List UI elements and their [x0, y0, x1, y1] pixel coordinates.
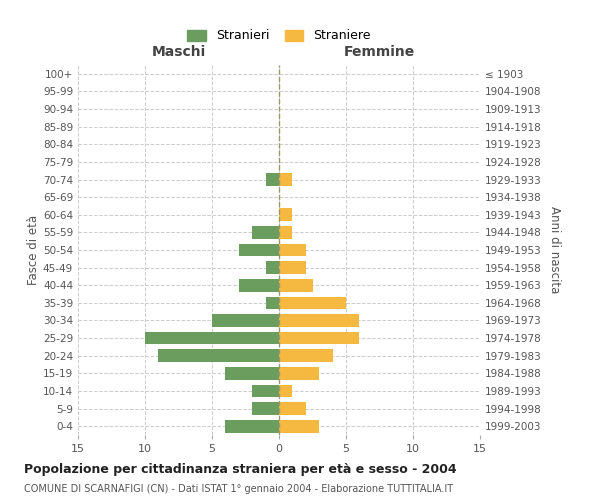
- Bar: [252, 402, 279, 415]
- Text: COMUNE DI SCARNAFIGI (CN) - Dati ISTAT 1° gennaio 2004 - Elaborazione TUTTITALIA: COMUNE DI SCARNAFIGI (CN) - Dati ISTAT 1…: [24, 484, 453, 494]
- Text: Popolazione per cittadinanza straniera per età e sesso - 2004: Popolazione per cittadinanza straniera p…: [24, 462, 457, 475]
- Bar: [279, 350, 332, 362]
- Bar: [279, 402, 306, 415]
- Bar: [226, 367, 279, 380]
- Text: Femmine: Femmine: [344, 45, 415, 59]
- Legend: Stranieri, Straniere: Stranieri, Straniere: [181, 23, 377, 48]
- Bar: [239, 244, 279, 256]
- Bar: [279, 384, 292, 398]
- Text: Maschi: Maschi: [151, 45, 206, 59]
- Bar: [212, 314, 279, 327]
- Bar: [279, 226, 292, 238]
- Bar: [279, 262, 306, 274]
- Bar: [279, 279, 313, 291]
- Bar: [266, 173, 279, 186]
- Bar: [279, 332, 359, 344]
- Bar: [279, 420, 319, 432]
- Bar: [279, 367, 319, 380]
- Bar: [266, 296, 279, 309]
- Bar: [239, 279, 279, 291]
- Bar: [158, 350, 279, 362]
- Bar: [145, 332, 279, 344]
- Bar: [252, 226, 279, 238]
- Y-axis label: Fasce di età: Fasce di età: [27, 215, 40, 285]
- Bar: [226, 420, 279, 432]
- Y-axis label: Anni di nascita: Anni di nascita: [548, 206, 561, 294]
- Bar: [279, 296, 346, 309]
- Bar: [279, 208, 292, 221]
- Bar: [279, 314, 359, 327]
- Bar: [279, 173, 292, 186]
- Bar: [252, 384, 279, 398]
- Bar: [279, 244, 306, 256]
- Bar: [266, 262, 279, 274]
